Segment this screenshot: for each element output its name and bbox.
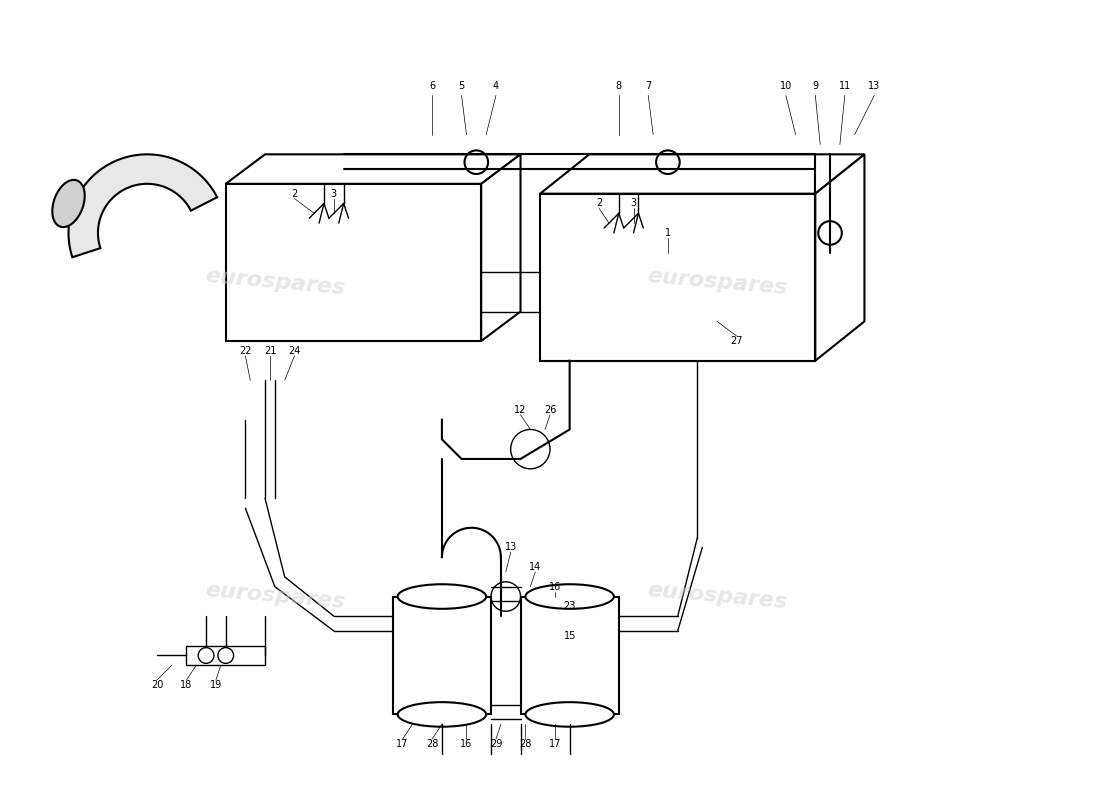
Text: 19: 19 <box>210 680 222 690</box>
Text: 15: 15 <box>563 631 575 641</box>
Text: 18: 18 <box>180 680 192 690</box>
Text: 5: 5 <box>459 81 464 90</box>
Text: 17: 17 <box>396 739 409 749</box>
Polygon shape <box>540 154 865 194</box>
Text: eurospares: eurospares <box>646 266 788 298</box>
Text: 28: 28 <box>519 739 531 749</box>
Text: 29: 29 <box>490 739 502 749</box>
Text: 16: 16 <box>549 582 561 592</box>
Text: 12: 12 <box>515 405 527 415</box>
Ellipse shape <box>53 180 85 227</box>
Bar <box>186 646 265 666</box>
Bar <box>226 184 481 341</box>
Text: 20: 20 <box>151 680 163 690</box>
Text: 2: 2 <box>596 198 603 209</box>
Text: 16: 16 <box>461 739 473 749</box>
Text: 8: 8 <box>616 81 622 90</box>
Text: eurospares: eurospares <box>204 581 345 613</box>
Text: 2: 2 <box>292 189 298 198</box>
Text: eurospares: eurospares <box>646 581 788 613</box>
Bar <box>393 597 491 714</box>
Text: 21: 21 <box>264 346 276 356</box>
Bar <box>540 194 815 361</box>
Text: 14: 14 <box>529 562 541 572</box>
Text: 22: 22 <box>239 346 252 356</box>
Text: 10: 10 <box>780 81 792 90</box>
Text: 7: 7 <box>645 81 651 90</box>
Text: 6: 6 <box>429 81 436 90</box>
Text: 28: 28 <box>426 739 438 749</box>
Text: 11: 11 <box>838 81 851 90</box>
Bar <box>520 597 619 714</box>
Text: 3: 3 <box>630 198 637 209</box>
Text: 1: 1 <box>664 228 671 238</box>
Text: 26: 26 <box>543 405 557 415</box>
Ellipse shape <box>526 584 614 609</box>
Text: 17: 17 <box>549 739 561 749</box>
Text: 13: 13 <box>868 81 880 90</box>
Text: 23: 23 <box>563 602 575 611</box>
Ellipse shape <box>526 702 614 726</box>
Text: eurospares: eurospares <box>204 266 345 298</box>
Text: 13: 13 <box>505 542 517 552</box>
Text: 4: 4 <box>493 81 499 90</box>
Polygon shape <box>68 154 217 258</box>
Text: 3: 3 <box>331 189 337 198</box>
Text: 24: 24 <box>288 346 300 356</box>
Ellipse shape <box>398 584 486 609</box>
Text: 27: 27 <box>730 336 743 346</box>
Text: 9: 9 <box>812 81 818 90</box>
Polygon shape <box>481 154 520 341</box>
Polygon shape <box>815 154 865 361</box>
Ellipse shape <box>398 702 486 726</box>
Polygon shape <box>226 154 520 184</box>
